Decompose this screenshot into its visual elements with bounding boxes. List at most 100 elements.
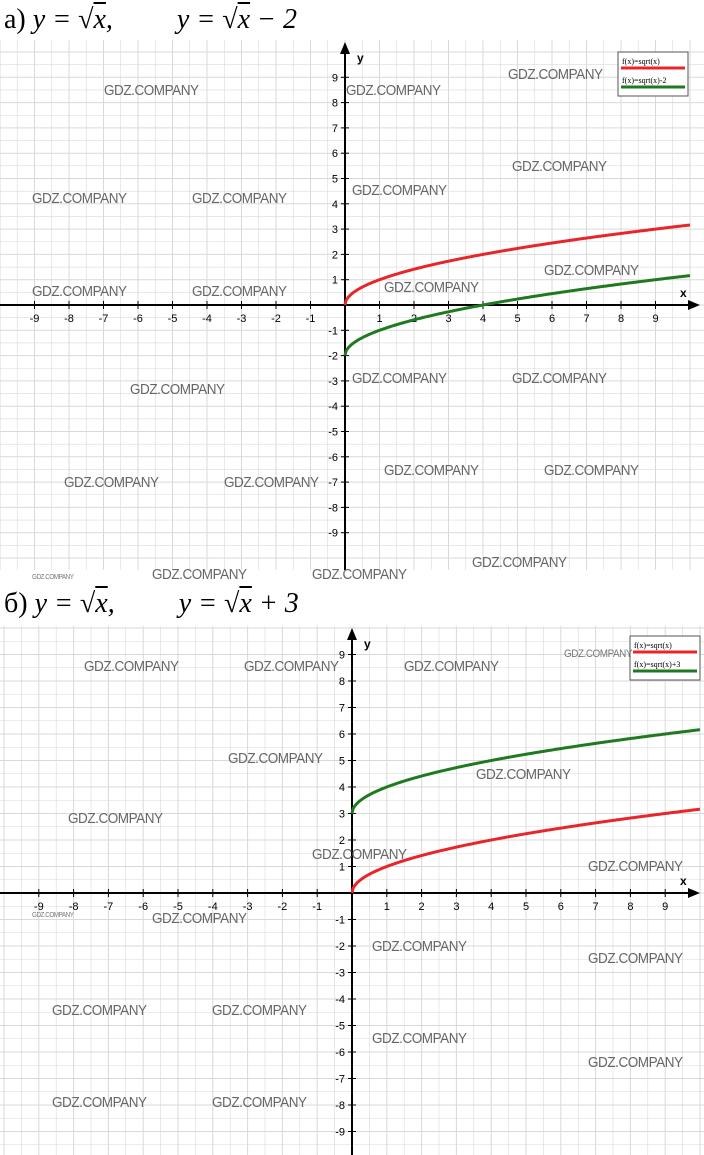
watermark-text: GDZ.COMPANY — [588, 950, 683, 967]
y-tick-label: 8 — [332, 98, 338, 110]
y-tick-label: 7 — [332, 123, 338, 135]
y-tick-label: -3 — [328, 376, 338, 388]
y-tick-label: 7 — [339, 703, 345, 715]
heading-a: а) y = √x, y = √x − 2 — [4, 4, 297, 36]
y-axis-label: y — [357, 51, 364, 65]
chart-b: x y -9 -8 -7 -6 -5 -4 -3 -2 -1 1 2 3 4 5 6 7 8 9 -9 -8 -7 -6 -5 -… — [0, 626, 704, 1155]
x-tick-label: 3 — [445, 313, 451, 325]
watermark-text: GDZ.COMPANY — [352, 370, 447, 387]
series-line-1 — [350, 807, 701, 894]
y-tick-label: -3 — [335, 968, 345, 980]
x-tick-label: -9 — [30, 313, 40, 325]
y-tick-label: -4 — [335, 994, 345, 1006]
x-tick-label: -1 — [312, 901, 322, 913]
x-tick-label: -3 — [243, 901, 253, 913]
watermark-text: GDZ.COMPANY — [384, 462, 479, 479]
y-tick-label: 4 — [332, 199, 338, 211]
y-axis-label: y — [364, 637, 371, 651]
y-tick-label: -2 — [328, 351, 338, 363]
watermark-text: GDZ.COMPANY — [512, 370, 607, 387]
x-tick-label: 4 — [480, 313, 486, 325]
x-tick-label: 8 — [627, 901, 633, 913]
y-tick-label: 3 — [332, 224, 338, 236]
equation-2: y = √x − 2 — [176, 4, 297, 35]
y-tick-label: 6 — [332, 148, 338, 160]
watermark-text: GDZ.COMPANY — [472, 554, 567, 571]
x-tick-label: -8 — [64, 313, 74, 325]
legend: f(x)=sqrt(x) f(x)=sqrt(x)+3 — [629, 635, 701, 681]
y-tick-label: 2 — [339, 835, 345, 847]
y-tick-label: -5 — [328, 427, 338, 439]
equation-1: y = √x, — [34, 588, 115, 619]
watermark-text: GDZ.COMPANY — [52, 1094, 147, 1111]
equation-1: y = √x, — [32, 4, 113, 35]
y-tick-label: 1 — [339, 862, 345, 874]
x-tick-label: 4 — [488, 901, 494, 913]
x-tick-label: -2 — [271, 313, 281, 325]
watermark-text: GDZ.COMPANY — [212, 1002, 307, 1019]
x-tick-label: 2 — [419, 901, 425, 913]
y-tick-label: 3 — [339, 809, 345, 821]
series-line-2 — [343, 274, 691, 356]
y-axis-arrow — [340, 42, 350, 54]
y-tick-label: -7 — [328, 477, 338, 489]
x-tick-label: 9 — [652, 313, 658, 325]
x-axis-label: x — [680, 286, 687, 300]
x-tick-label: -7 — [99, 313, 109, 325]
watermark-text: GDZ.COMPANY — [228, 750, 323, 767]
x-tick-label: -2 — [278, 901, 288, 913]
watermark-text: GDZ.COMPANY — [68, 810, 163, 827]
y-tick-label: -1 — [328, 325, 338, 337]
y-tick-label: 8 — [339, 676, 345, 688]
watermark-text: GDZ.COMPANY — [544, 462, 639, 479]
y-tick-label: -6 — [335, 1047, 345, 1059]
legend-entry-label: f(x)=sqrt(x) — [622, 57, 660, 66]
watermark-text: GDZ.COMPANY — [224, 474, 319, 491]
watermark-text: GDZ.COMPANY — [384, 279, 479, 296]
y-tick-label: -9 — [328, 528, 338, 540]
y-tick-label: -7 — [335, 1074, 345, 1086]
y-tick-label: -6 — [328, 452, 338, 464]
x-axis-arrow — [688, 300, 700, 310]
watermark-text: GDZ.COMPANY — [52, 1002, 147, 1019]
watermark-text: GDZ.COMPANY — [544, 262, 639, 279]
heading-letter: а) — [4, 4, 26, 35]
x-tick-label: 5 — [523, 901, 529, 913]
y-tick-label: -8 — [335, 1100, 345, 1112]
legend-entry-label: f(x)=sqrt(x)-2 — [622, 76, 667, 85]
x-tick-label: -7 — [104, 901, 114, 913]
x-tick-label: 3 — [453, 901, 459, 913]
x-tick-label: -1 — [306, 313, 316, 325]
grid — [0, 626, 704, 1155]
y-tick-label: -2 — [335, 941, 345, 953]
y-tick-label: -5 — [335, 1021, 345, 1033]
watermark-text: GDZ.COMPANY — [244, 658, 339, 675]
x-tick-label: 8 — [618, 313, 624, 325]
x-tick-label: 9 — [662, 901, 668, 913]
legend-box — [629, 635, 701, 681]
legend-entry-label: f(x)=sqrt(x)+3 — [634, 660, 680, 669]
x-tick-label: -9 — [34, 901, 44, 913]
x-tick-label: -6 — [133, 313, 143, 325]
x-tick-label: -8 — [69, 901, 79, 913]
watermark-text: GDZ.COMPANY — [32, 912, 74, 919]
watermark-text: GDZ.COMPANY — [104, 82, 199, 99]
watermark-text: GDZ.COMPANY — [564, 648, 633, 660]
watermark-text: GDZ.COMPANY — [152, 566, 247, 583]
y-tick-label: 1 — [332, 275, 338, 287]
y-tick-label: -9 — [335, 1127, 345, 1139]
legend-entry-label: f(x)=sqrt(x) — [634, 641, 672, 650]
watermark-text: GDZ.COMPANY — [212, 1094, 307, 1111]
legend-box — [617, 51, 689, 97]
watermark-text: GDZ.COMPANY — [130, 381, 225, 398]
series-line-1 — [343, 223, 691, 306]
x-tick-label: -5 — [173, 901, 183, 913]
x-tick-label: 1 — [376, 313, 382, 325]
watermark-text: GDZ.COMPANY — [192, 190, 287, 207]
watermark-text: GDZ.COMPANY — [64, 474, 159, 491]
watermark-text: GDZ.COMPANY — [32, 190, 127, 207]
watermark-text: GDZ.COMPANY — [512, 158, 607, 175]
watermark-text: GDZ.COMPANY — [84, 658, 179, 675]
x-axis-arrow — [688, 888, 700, 898]
watermark-text: GDZ.COMPANY — [372, 938, 467, 955]
